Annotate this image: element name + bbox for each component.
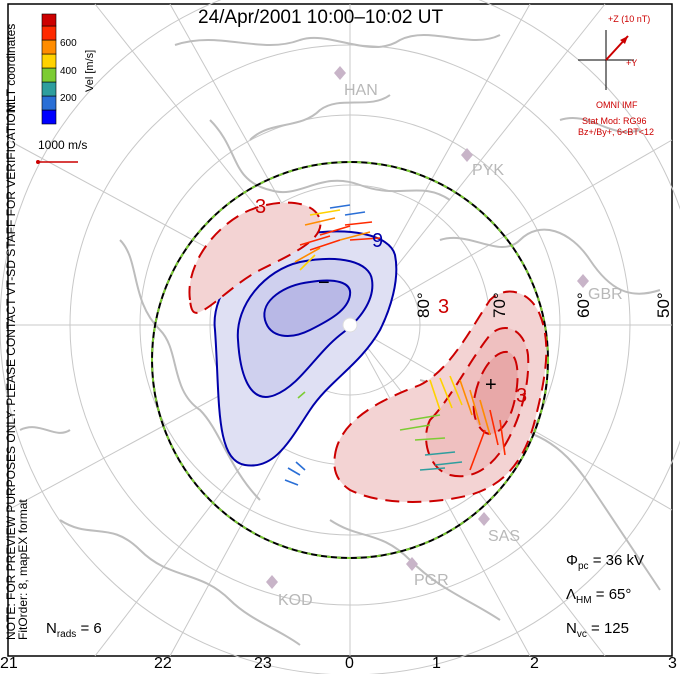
colorbar-tick-200: 200 xyxy=(60,93,77,104)
lat-label-50: 50° xyxy=(654,292,673,318)
nrads-subscript: rads xyxy=(56,629,77,640)
imf-model-1: Stat Mod: RG96 xyxy=(582,116,647,126)
nvc-subscript: vc xyxy=(576,629,587,640)
imf-source: OMNI IMF xyxy=(596,100,638,110)
vector-scale-dot xyxy=(36,160,40,164)
velocity-vectors xyxy=(284,204,506,486)
lambda-stat: ΛHM = 65° xyxy=(566,586,631,606)
station-kod: KOD xyxy=(278,592,313,609)
hour-label-22: 22 xyxy=(154,655,172,672)
hour-label-23: 23 xyxy=(254,655,272,672)
vector-scale-label: 1000 m/s xyxy=(38,138,88,152)
station-pgr: PGR xyxy=(414,572,449,589)
imf-y-label: +Y xyxy=(626,58,638,68)
pole-marker xyxy=(342,317,358,333)
velocity-colorbar xyxy=(41,13,57,125)
hm-boundary-dashes xyxy=(151,161,549,559)
station-han: HAN xyxy=(344,82,378,99)
nvc-value: = 125 xyxy=(591,620,629,637)
contour-label-3a: 3 xyxy=(255,196,267,218)
lat-label-70: 70° xyxy=(490,292,509,318)
hour-label-0: 0 xyxy=(345,655,354,672)
colorbar-label: Vel [m/s] xyxy=(84,49,96,92)
phi-subscript: pc xyxy=(577,561,589,572)
station-markers xyxy=(266,66,589,589)
contour-label-3b: 3 xyxy=(438,296,450,318)
potential-max-marker: + xyxy=(485,374,497,396)
potential-min-marker: − xyxy=(318,272,330,294)
station-gbr: GBR xyxy=(588,286,623,303)
lambda-symbol: Λ xyxy=(566,586,577,603)
phi-stat: Φpc = 36 kV xyxy=(566,552,644,572)
pos-lobe-upper xyxy=(188,201,322,314)
lambda-subscript: HM xyxy=(576,595,592,606)
coords-note: MLT coordinates xyxy=(4,23,18,112)
station-pyk: PYK xyxy=(472,162,505,179)
fitorder-note: FitOrder: 8, mapEX format xyxy=(16,499,30,640)
nvc-symbol: N xyxy=(566,620,577,637)
plot-border xyxy=(7,3,673,657)
imf-vector-head xyxy=(620,36,628,44)
hour-label-1: 1 xyxy=(432,655,441,672)
lat-label-60: 60° xyxy=(574,292,593,318)
phi-value: = 36 kV xyxy=(592,552,644,569)
coastlines xyxy=(19,34,661,646)
nvc-stat: Nvc = 125 xyxy=(566,620,629,640)
nrads-value: = 6 xyxy=(80,620,102,637)
station-sas: SAS xyxy=(488,528,521,545)
map-title: 24/Apr/2001 10:00–10:02 UT xyxy=(198,7,444,28)
phi-symbol: Φ xyxy=(566,552,578,569)
hour-label-2: 2 xyxy=(530,655,539,672)
nrads-symbol: N xyxy=(46,620,57,637)
pos-cell-inner xyxy=(472,350,519,435)
colorbar-tick-600: 600 xyxy=(60,38,77,49)
imf-model-2: Bz+/By+, 6<BT<12 xyxy=(578,127,655,137)
contour-label-3c: 3 xyxy=(516,385,528,407)
hour-label-3: 3 xyxy=(668,655,677,672)
neg-cell-inner xyxy=(263,279,352,337)
lat-label-80: 80° xyxy=(414,292,433,318)
contour-label-9: 9 xyxy=(372,230,384,252)
imf-z-label: +Z (10 nT) xyxy=(608,14,651,24)
hour-label-21: 21 xyxy=(0,655,18,672)
nrads-stat: Nrads = 6 xyxy=(46,620,102,640)
colorbar-tick-400: 400 xyxy=(60,66,77,77)
lambda-value: = 65° xyxy=(595,586,632,603)
